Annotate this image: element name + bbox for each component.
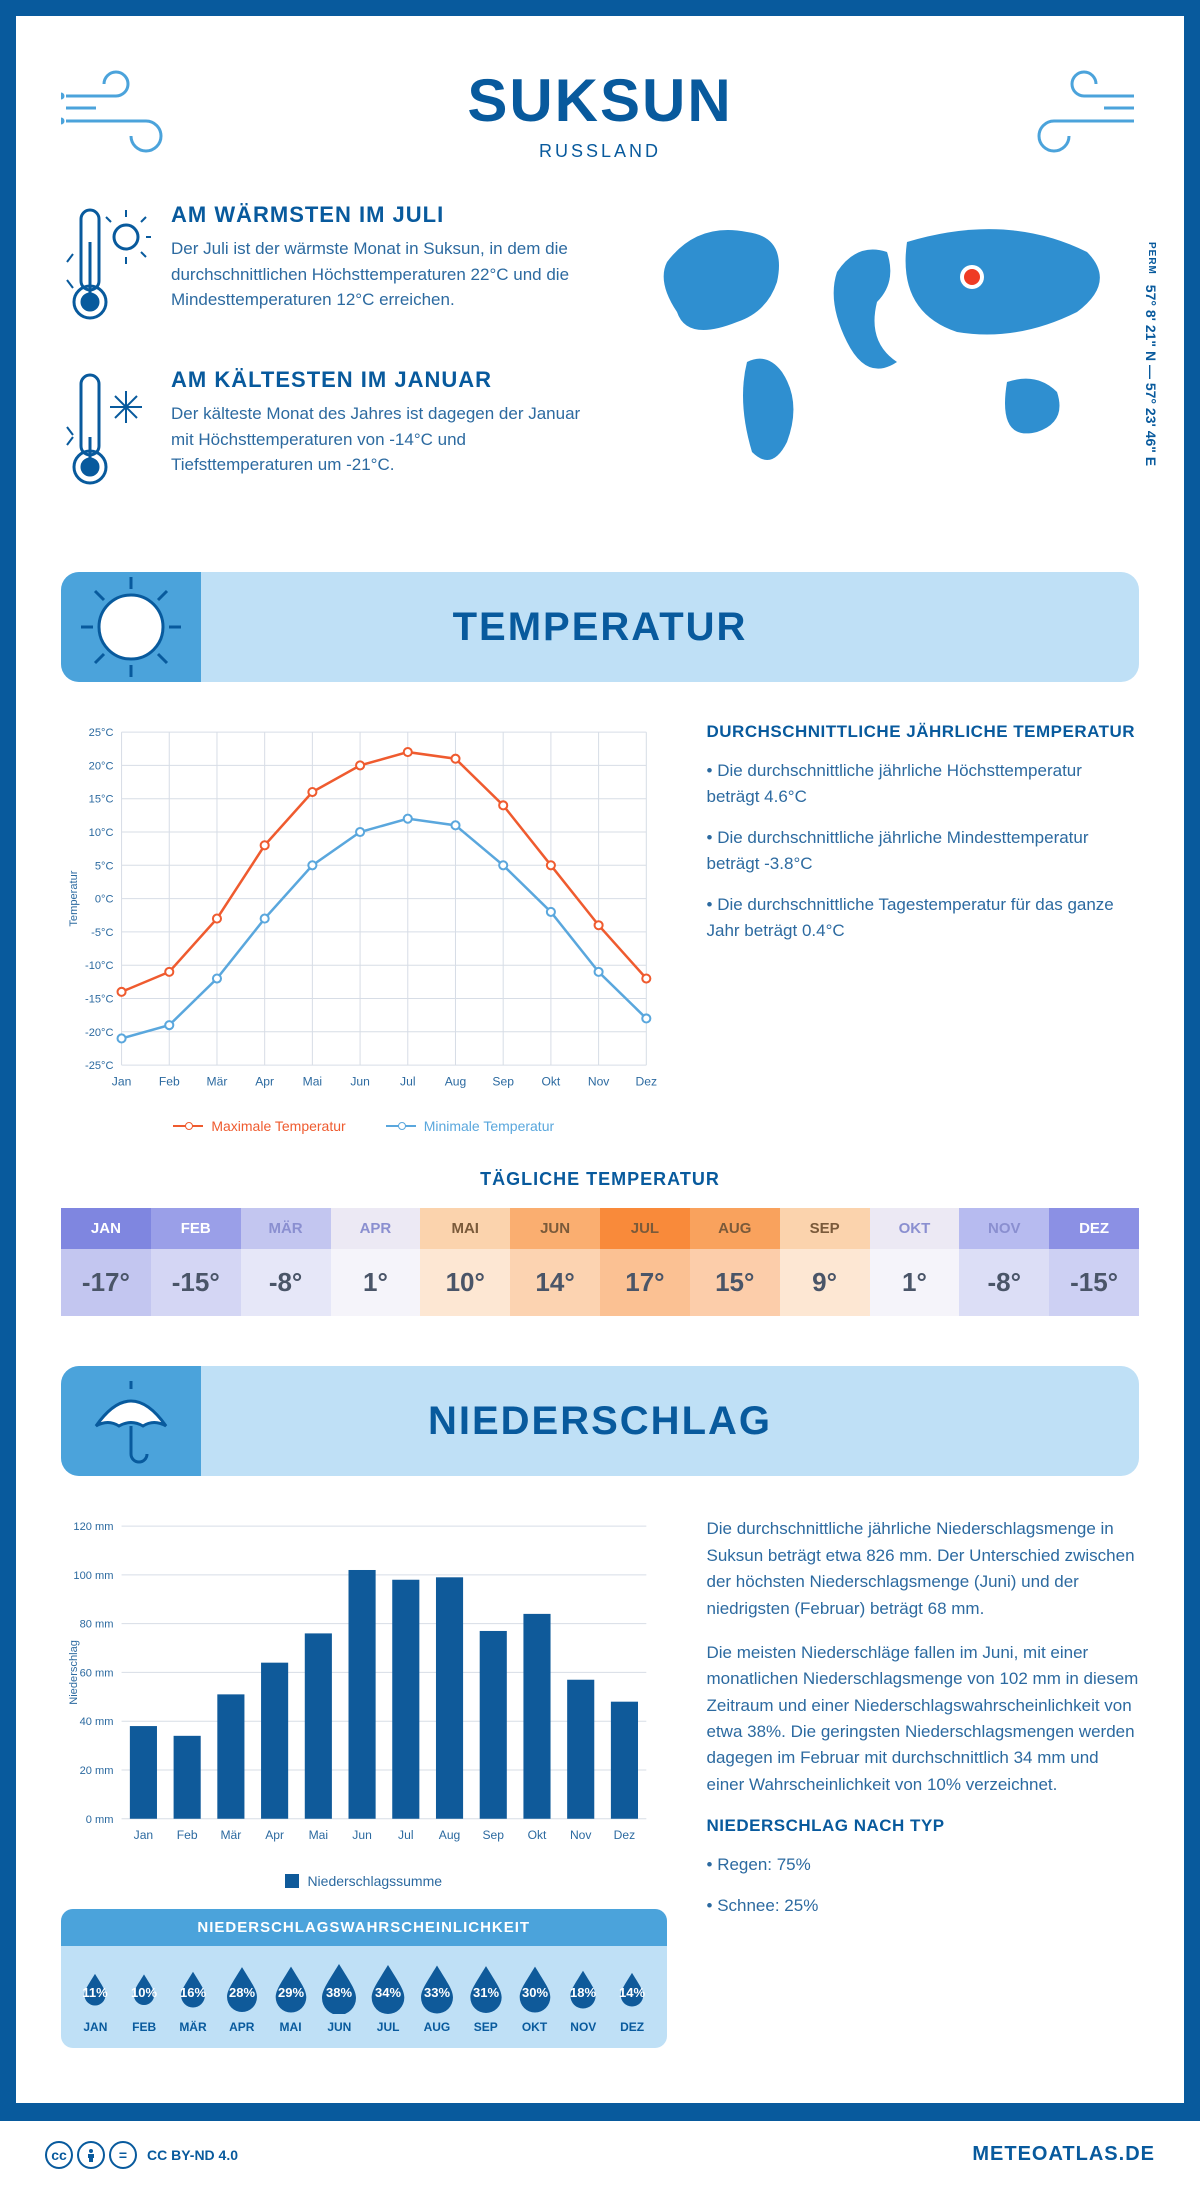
nd-icon: = bbox=[109, 2141, 137, 2169]
fact-warm-body: Der Juli ist der wärmste Monat in Suksun… bbox=[171, 236, 585, 313]
svg-text:28%: 28% bbox=[229, 1985, 255, 2000]
svg-text:30%: 30% bbox=[522, 1985, 548, 2000]
wind-icon-right bbox=[1009, 66, 1139, 171]
svg-text:40 mm: 40 mm bbox=[80, 1717, 114, 1729]
license-info: cc = CC BY-ND 4.0 bbox=[45, 2141, 238, 2169]
svg-text:10%: 10% bbox=[131, 1985, 157, 2000]
fact-cold-body: Der kälteste Monat des Jahres ist dagege… bbox=[171, 401, 585, 478]
svg-text:120 mm: 120 mm bbox=[73, 1522, 113, 1534]
svg-text:-20°C: -20°C bbox=[85, 1027, 113, 1039]
precipitation-bar-chart: 0 mm 20 mm 40 mm 60 mm 80 mm 100 mm 120 mm Nied… bbox=[61, 1516, 667, 1859]
svg-text:100 mm: 100 mm bbox=[73, 1570, 113, 1582]
svg-text:Nov: Nov bbox=[588, 1074, 610, 1088]
city-title: SUKSUN bbox=[61, 66, 1139, 135]
svg-text:20 mm: 20 mm bbox=[80, 1765, 114, 1777]
svg-text:Mär: Mär bbox=[207, 1074, 228, 1088]
section-banner-precipitation: NIEDERSCHLAG bbox=[61, 1366, 1139, 1476]
svg-text:Aug: Aug bbox=[439, 1828, 461, 1842]
temperature-summary: DURCHSCHNITTLICHE JÄHRLICHE TEMPERATUR D… bbox=[707, 722, 1140, 1134]
svg-text:0°C: 0°C bbox=[95, 894, 114, 906]
svg-text:Okt: Okt bbox=[528, 1828, 547, 1842]
svg-text:20°C: 20°C bbox=[89, 760, 114, 772]
svg-text:0 mm: 0 mm bbox=[86, 1814, 114, 1826]
daily-temp-heading: TÄGLICHE TEMPERATUR bbox=[61, 1169, 1139, 1190]
precip-legend: Niederschlagssumme bbox=[61, 1873, 667, 1889]
svg-text:Jul: Jul bbox=[400, 1074, 415, 1088]
svg-text:11%: 11% bbox=[83, 1985, 109, 2000]
fact-cold-title: AM KÄLTESTEN IM JANUAR bbox=[171, 367, 585, 393]
by-icon bbox=[77, 2141, 105, 2169]
svg-text:Niederschlag: Niederschlag bbox=[68, 1641, 80, 1706]
world-map-icon bbox=[615, 202, 1139, 482]
svg-text:Temperatur: Temperatur bbox=[68, 870, 80, 926]
svg-text:Jul: Jul bbox=[398, 1828, 413, 1842]
site-name: METEOATLAS.DE bbox=[972, 2143, 1155, 2166]
thermometer-sun-icon bbox=[61, 202, 151, 337]
intro-row: AM WÄRMSTEN IM JULI Der Juli ist der wär… bbox=[61, 202, 1139, 532]
svg-text:Feb: Feb bbox=[177, 1828, 198, 1842]
svg-text:-5°C: -5°C bbox=[91, 927, 113, 939]
precipitation-summary: Die durchschnittliche jährliche Niedersc… bbox=[707, 1516, 1140, 2047]
fact-warm-title: AM WÄRMSTEN IM JULI bbox=[171, 202, 585, 228]
fact-warmest: AM WÄRMSTEN IM JULI Der Juli ist der wär… bbox=[61, 202, 585, 337]
svg-text:33%: 33% bbox=[424, 1985, 450, 2000]
svg-text:5°C: 5°C bbox=[95, 860, 114, 872]
svg-text:Sep: Sep bbox=[482, 1828, 504, 1842]
wind-icon-left bbox=[61, 66, 191, 171]
svg-text:-10°C: -10°C bbox=[85, 960, 113, 972]
svg-text:Sep: Sep bbox=[492, 1074, 514, 1088]
svg-text:Nov: Nov bbox=[570, 1828, 592, 1842]
svg-text:80 mm: 80 mm bbox=[80, 1619, 114, 1631]
coords-label: PERM 57° 8' 21" N — 57° 23' 46" E bbox=[1143, 242, 1159, 466]
svg-text:Apr: Apr bbox=[255, 1074, 274, 1088]
infographic-frame: SUKSUN RUSSLAND bbox=[0, 0, 1200, 2119]
svg-text:60 mm: 60 mm bbox=[80, 1668, 114, 1680]
svg-text:15°C: 15°C bbox=[89, 794, 114, 806]
temperature-line-chart: -25°C -20°C -15°C -10°C -5°C 0°C 5°C 10°C 15°C 20… bbox=[61, 722, 667, 1105]
thermometer-snow-icon bbox=[61, 367, 151, 502]
svg-text:Dez: Dez bbox=[614, 1828, 636, 1842]
temp-legend: Maximale Temperatur Minimale Temperatur bbox=[61, 1118, 667, 1134]
precip-probability-box: NIEDERSCHLAGSWAHRSCHEINLICHKEIT 11% JAN … bbox=[61, 1909, 667, 2048]
svg-text:25°C: 25°C bbox=[89, 727, 114, 739]
svg-text:14%: 14% bbox=[619, 1985, 645, 2000]
footer: cc = CC BY-ND 4.0 METEOATLAS.DE bbox=[0, 2119, 1200, 2189]
country-label: RUSSLAND bbox=[61, 141, 1139, 162]
svg-text:Jun: Jun bbox=[350, 1074, 370, 1088]
daily-temp-table: JANFEBMÄRAPRMAIJUNJULAUGSEPOKTNOVDEZ-17°… bbox=[61, 1208, 1139, 1316]
svg-text:Feb: Feb bbox=[159, 1074, 180, 1088]
svg-text:Jan: Jan bbox=[112, 1074, 131, 1088]
temperature-chart-row: -25°C -20°C -15°C -10°C -5°C 0°C 5°C 10°C 15°C 20… bbox=[61, 722, 1139, 1134]
svg-text:16%: 16% bbox=[180, 1985, 206, 2000]
svg-text:Mai: Mai bbox=[303, 1074, 322, 1088]
svg-text:-15°C: -15°C bbox=[85, 994, 113, 1006]
umbrella-icon bbox=[61, 1366, 201, 1476]
section-title-temperature: TEMPERATUR bbox=[201, 605, 1139, 650]
svg-text:Dez: Dez bbox=[636, 1074, 658, 1088]
svg-text:Jan: Jan bbox=[134, 1828, 154, 1842]
svg-text:Mai: Mai bbox=[309, 1828, 329, 1842]
svg-text:Mär: Mär bbox=[220, 1828, 241, 1842]
section-title-precipitation: NIEDERSCHLAG bbox=[201, 1399, 1139, 1444]
svg-text:38%: 38% bbox=[326, 1985, 352, 2000]
svg-text:Aug: Aug bbox=[445, 1074, 467, 1088]
svg-text:34%: 34% bbox=[375, 1985, 401, 2000]
cc-icon: cc bbox=[45, 2141, 73, 2169]
section-banner-temperature: TEMPERATUR bbox=[61, 572, 1139, 682]
fact-coldest: AM KÄLTESTEN IM JANUAR Der kälteste Mona… bbox=[61, 367, 585, 502]
svg-text:Okt: Okt bbox=[541, 1074, 560, 1088]
svg-text:Apr: Apr bbox=[265, 1828, 284, 1842]
sun-icon bbox=[61, 572, 201, 682]
svg-text:29%: 29% bbox=[278, 1985, 304, 2000]
svg-text:31%: 31% bbox=[473, 1985, 499, 2000]
svg-text:Jun: Jun bbox=[352, 1828, 372, 1842]
svg-text:10°C: 10°C bbox=[89, 827, 114, 839]
precip-chart-row: 0 mm 20 mm 40 mm 60 mm 80 mm 100 mm 120 mm Nied… bbox=[61, 1516, 1139, 2047]
header: SUKSUN RUSSLAND bbox=[61, 46, 1139, 202]
svg-text:-25°C: -25°C bbox=[85, 1060, 113, 1072]
svg-text:18%: 18% bbox=[570, 1985, 596, 2000]
